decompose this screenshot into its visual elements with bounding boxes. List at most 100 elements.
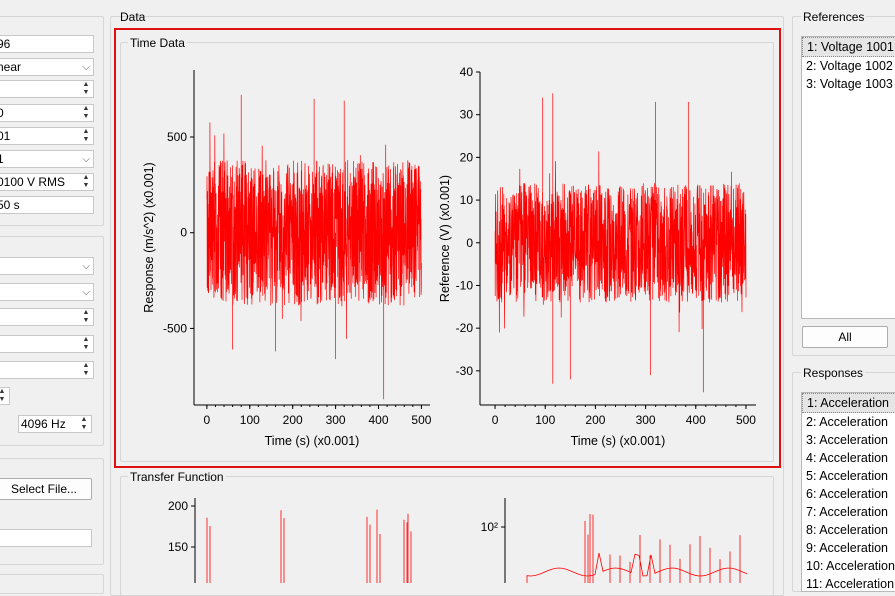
spinbox[interactable]: 01 ▲▼ bbox=[0, 127, 94, 145]
responses-title: Responses bbox=[801, 366, 866, 380]
x-axis-label: Time (s) (x0.001) bbox=[571, 434, 666, 448]
y-tick-label: 200 bbox=[168, 499, 188, 513]
chevron-down-icon: ⌵ bbox=[82, 154, 90, 165]
list-item[interactable]: 7: Acceleration bbox=[806, 505, 888, 519]
x-axis-label: Time (s) (x0.001) bbox=[265, 434, 360, 448]
references-title: References bbox=[801, 10, 867, 24]
spin-arrows-icon: ▲▼ bbox=[82, 128, 90, 143]
spin-arrows-icon: ▲▼ bbox=[80, 416, 88, 431]
x-tick-label: 200 bbox=[585, 413, 605, 427]
field-value: near bbox=[0, 60, 22, 74]
x-tick-label: 400 bbox=[368, 413, 388, 427]
list-item[interactable]: 1: Acceleration bbox=[802, 393, 895, 413]
spinbox[interactable]: 0100 V RMS ▲ ▼ bbox=[0, 173, 94, 191]
y-tick-label: -20 bbox=[456, 321, 474, 335]
x-tick-label: 400 bbox=[686, 413, 706, 427]
x-tick-label: 300 bbox=[326, 413, 346, 427]
spin-arrows-icon: ▲▼ bbox=[82, 362, 90, 377]
transfer-function-title: Transfer Function bbox=[128, 470, 226, 484]
spinbox[interactable]: ▲▼ bbox=[0, 335, 94, 353]
dropdown[interactable]: ⌵ bbox=[0, 283, 94, 301]
response-time-chart: -500 0 500 0 100 200 300 400 500 Time (s) (x0.001… bbox=[142, 70, 432, 448]
spin-arrows-icon: ▲▼ bbox=[82, 309, 90, 324]
transfer-function-log-chart: 10² bbox=[481, 498, 748, 583]
x-tick-label: 0 bbox=[204, 413, 211, 427]
field-value: 1 bbox=[0, 152, 4, 166]
y-tick-label: 150 bbox=[168, 540, 188, 554]
y-tick-label: -500 bbox=[163, 321, 187, 335]
dropdown[interactable]: ⌵ bbox=[0, 257, 94, 275]
y-tick-label: -10 bbox=[456, 278, 474, 292]
file-path-field[interactable] bbox=[0, 529, 92, 547]
time-data-group bbox=[120, 42, 774, 462]
field-value: 96 bbox=[0, 37, 11, 51]
list-item[interactable]: 2: Voltage 1002 bbox=[806, 59, 893, 73]
spin-arrows-icon: ▲▼ bbox=[82, 81, 90, 96]
list-item[interactable]: 10: Acceleration bbox=[806, 559, 895, 573]
time-data-title: Time Data bbox=[128, 36, 187, 50]
field-value: 0 bbox=[0, 106, 4, 120]
chevron-down-icon: ⌵ bbox=[82, 287, 90, 298]
list-item[interactable]: 4: Acceleration bbox=[806, 451, 888, 465]
x-tick-label: 100 bbox=[535, 413, 555, 427]
time-data-highlight bbox=[114, 28, 781, 468]
y-tick-label: 500 bbox=[167, 130, 187, 144]
spin-arrows-icon: ▲▼ bbox=[0, 388, 8, 404]
field-value: 0100 V RMS bbox=[0, 175, 66, 189]
chevron-down-icon: ⌵ bbox=[82, 62, 90, 73]
spinbox[interactable]: ▲▼ bbox=[0, 80, 94, 98]
references-list[interactable]: 1: Voltage 1001 2: Voltage 1002 3: Voltage… bbox=[801, 36, 895, 319]
dropdown[interactable]: 1⌵ bbox=[0, 150, 94, 168]
list-item[interactable]: 2: Acceleration bbox=[806, 415, 888, 429]
y-axis-label: Reference (V) (x0.001) bbox=[438, 175, 452, 302]
frequency-spinbox[interactable]: 4096 Hz ▲ ▼ bbox=[18, 415, 92, 433]
x-tick-label: 0 bbox=[492, 413, 499, 427]
field-value: 50 s bbox=[0, 198, 20, 212]
x-tick-label: 200 bbox=[283, 413, 303, 427]
chevron-down-icon: ⌵ bbox=[82, 261, 90, 272]
spin-arrows-icon: ▲▼ bbox=[82, 174, 90, 189]
dropdown[interactable]: near ⌵ bbox=[0, 58, 94, 76]
list-item[interactable]: 1: Voltage 1001 bbox=[802, 37, 895, 57]
x-tick-label: 300 bbox=[636, 413, 656, 427]
spinbox[interactable]: ▲▼ bbox=[0, 387, 10, 405]
text-field[interactable]: 50 s bbox=[0, 196, 94, 214]
list-item[interactable]: 8: Acceleration bbox=[806, 523, 888, 537]
y-tick-label: -30 bbox=[456, 364, 474, 378]
all-button-label: All bbox=[838, 330, 852, 344]
file-group bbox=[0, 458, 104, 565]
signal-series bbox=[206, 94, 422, 400]
spin-arrows-icon: ▲▼ bbox=[82, 336, 90, 351]
spinbox[interactable]: ▲▼ bbox=[0, 308, 94, 326]
spinbox[interactable]: 0 ▲▼ bbox=[0, 104, 94, 122]
signal-series bbox=[494, 93, 747, 393]
data-group-title: Data bbox=[120, 10, 146, 24]
y-tick-label: 10 bbox=[460, 193, 474, 207]
responses-list[interactable]: 1: Acceleration 2: Acceleration 3: Acceler… bbox=[801, 392, 895, 592]
spin-arrows-icon: ▲▼ bbox=[82, 105, 90, 120]
y-axis-label: Response (m/s^2) (x0.001) bbox=[142, 162, 156, 312]
y-tick-label: 20 bbox=[460, 150, 474, 164]
y-tick-label: 40 bbox=[460, 65, 474, 79]
y-tick-label: 10² bbox=[481, 520, 498, 534]
x-tick-label: 500 bbox=[411, 413, 431, 427]
spinbox[interactable]: ▲▼ bbox=[0, 361, 94, 379]
list-item[interactable]: 9: Acceleration bbox=[806, 541, 888, 555]
y-tick-label: 30 bbox=[460, 108, 474, 122]
all-button[interactable]: All bbox=[802, 326, 888, 348]
transfer-function-magnitude-chart: 200 150 bbox=[168, 498, 412, 583]
x-tick-label: 100 bbox=[240, 413, 260, 427]
left-settings-group bbox=[0, 16, 104, 226]
list-item[interactable]: 6: Acceleration bbox=[806, 487, 888, 501]
y-tick-label: 0 bbox=[180, 226, 187, 240]
list-item[interactable]: 3: Acceleration bbox=[806, 433, 888, 447]
left-bottom-group bbox=[0, 574, 104, 594]
list-item[interactable]: 3: Voltage 1003 bbox=[806, 77, 893, 91]
text-field[interactable]: 96 bbox=[0, 35, 94, 53]
x-tick-label: 500 bbox=[736, 413, 756, 427]
left-settings-group-2 bbox=[0, 236, 104, 446]
list-item[interactable]: 5: Acceleration bbox=[806, 469, 888, 483]
select-file-button[interactable]: Select File... bbox=[0, 478, 92, 500]
list-item[interactable]: 11: Acceleration bbox=[806, 577, 895, 591]
